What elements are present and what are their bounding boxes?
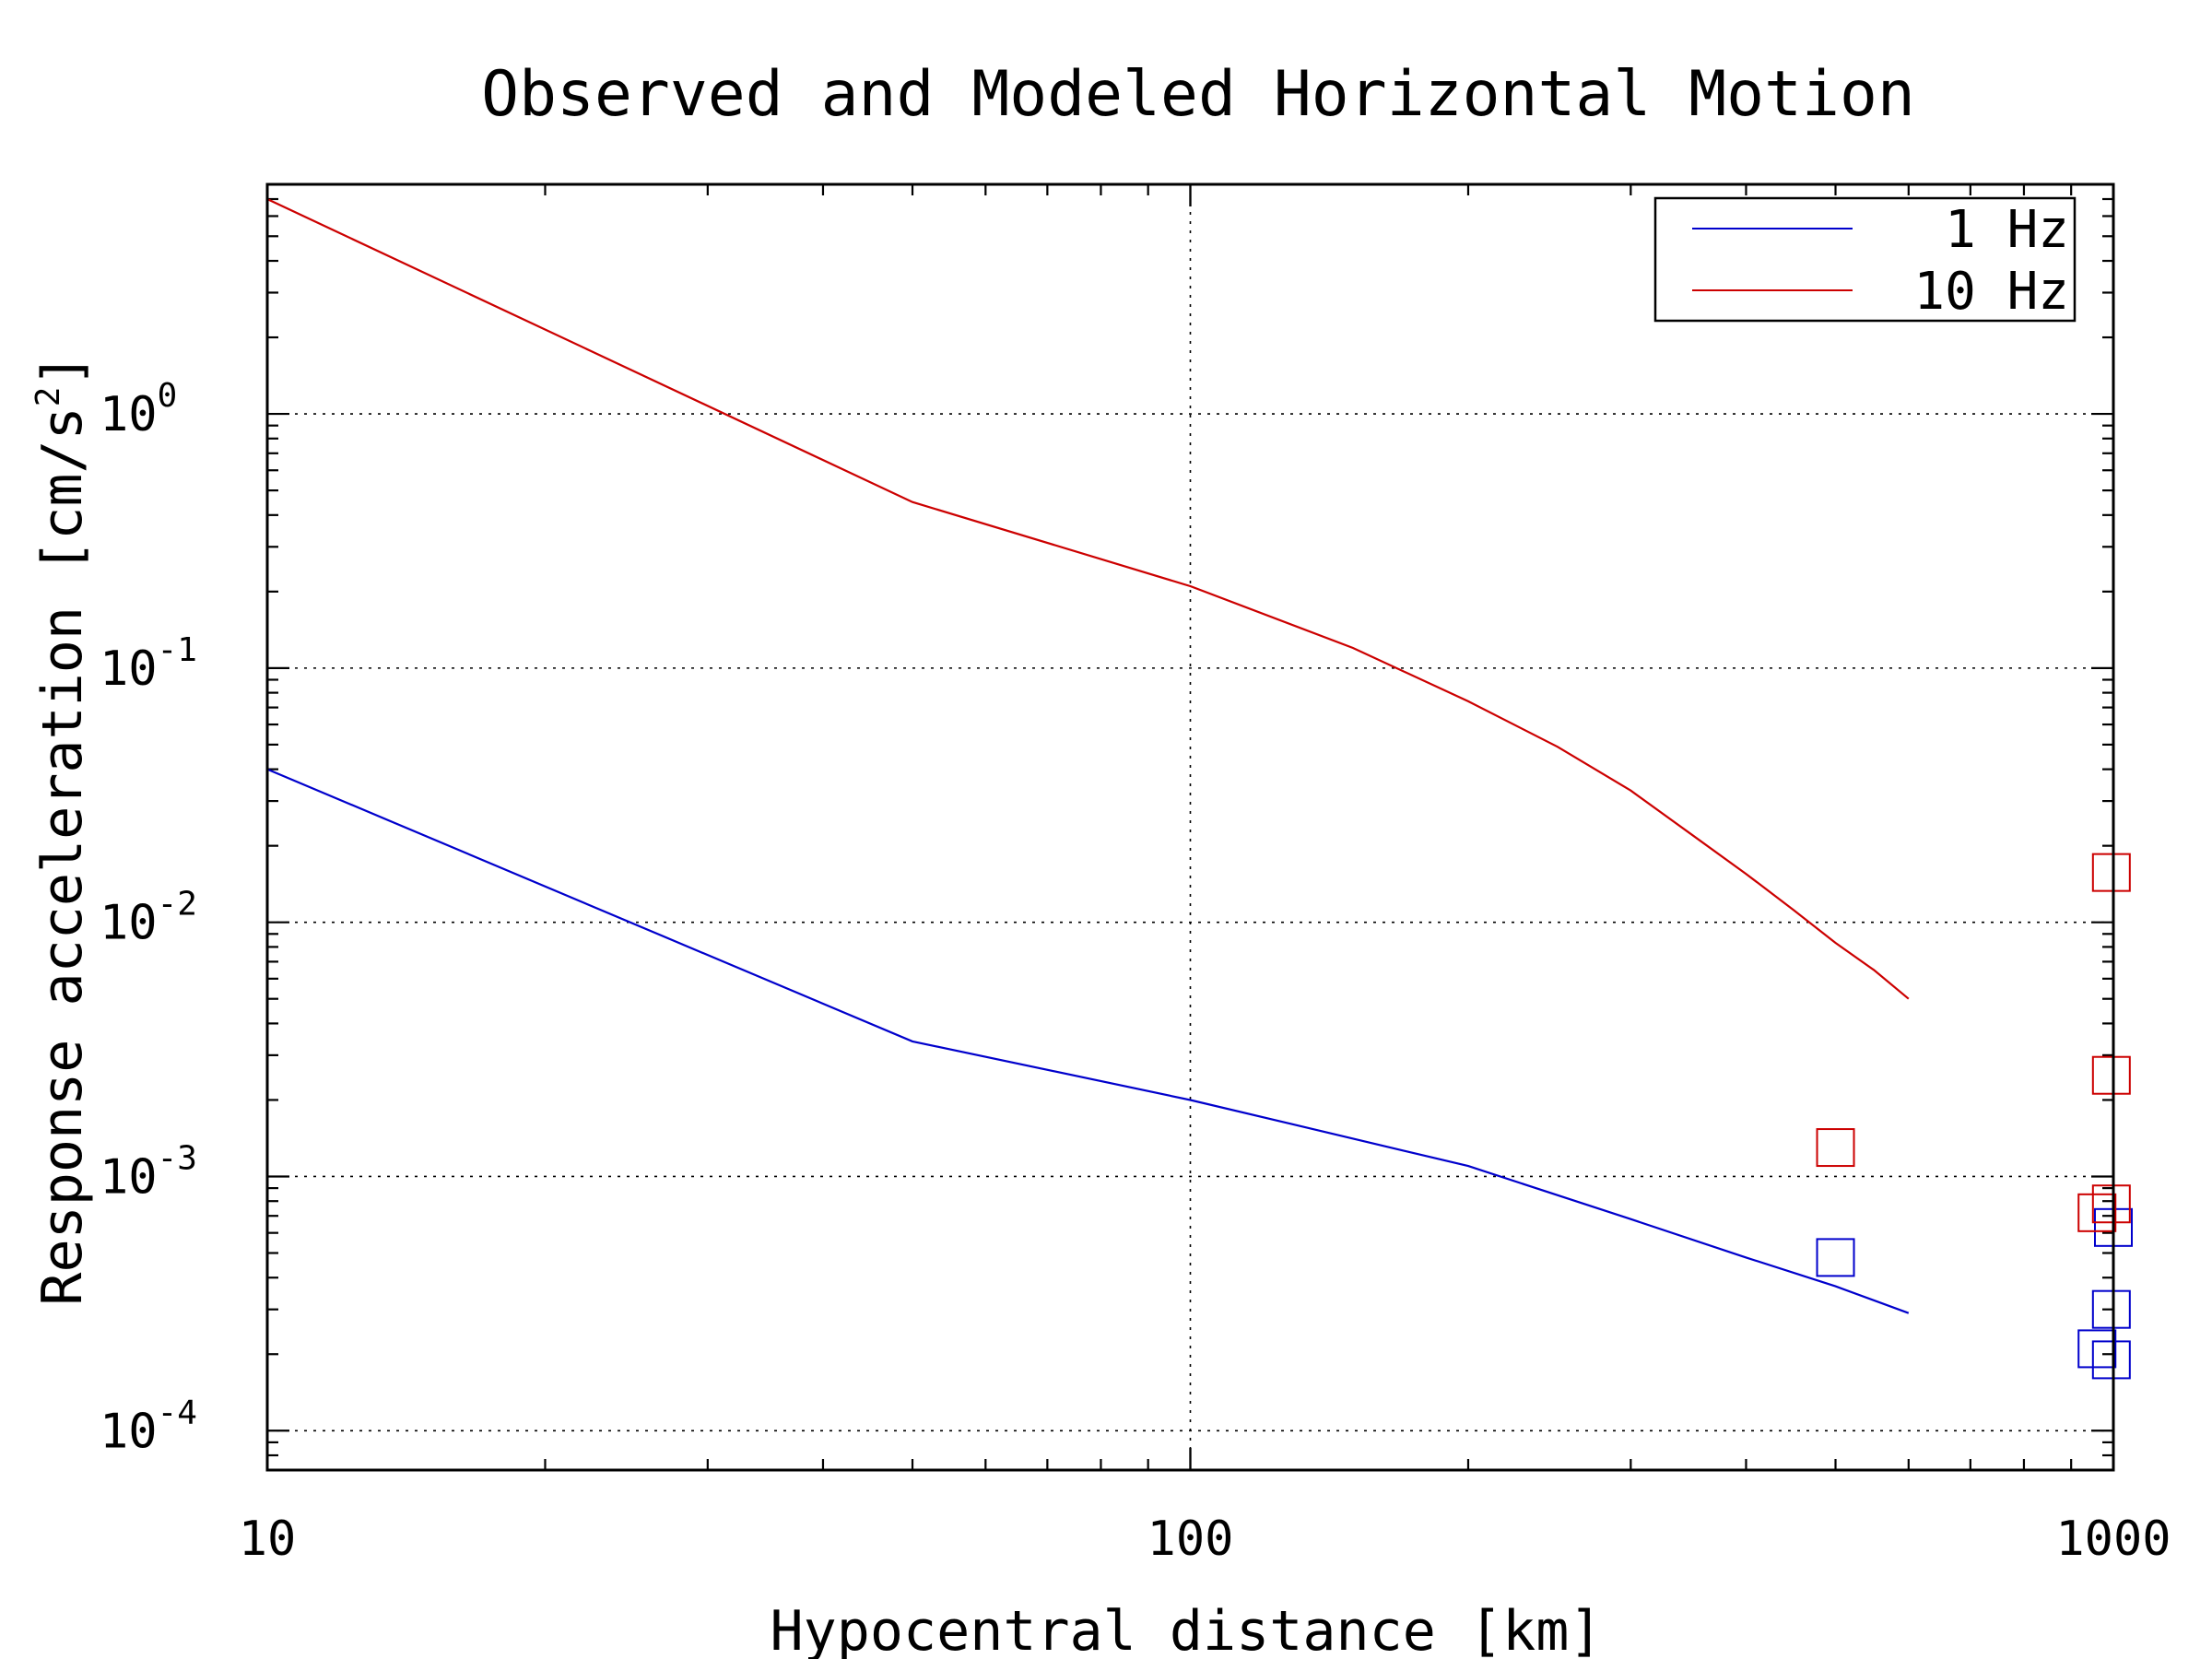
legend-label-10hz: 10 Hz [1913,262,2069,322]
grid [267,184,2113,1470]
data-point-10-hz-observed [2091,1055,2131,1095]
y-axis-label: Response acceleration [cm/s2] [29,353,95,1305]
data-point-1-hz-observed [2091,1289,2131,1329]
tick-labels: 10 100 1000 10-4 10-3 10-2 10-1 100 [100,377,2171,1567]
legend-label-1hz: 1 Hz [1945,200,2069,260]
data-point-1-hz-observed [2077,1329,2117,1369]
y-tick-label: 10-4 [100,1394,197,1459]
data-point-10-hz-observed [1816,1128,1855,1168]
data-point-1-hz-observed [2091,1340,2131,1380]
chart-title: Observed and Modeled Horizontal Motion [481,58,1915,131]
data-point-10-hz-observed [2091,1184,2131,1224]
y-tick-label: 10-2 [100,886,197,951]
x-tick-label: 1000 [2055,1512,2171,1567]
x-tick-label: 10 [239,1512,297,1567]
y-axis-label-main: Response acceleration [cm/s [30,406,95,1305]
series-layer [266,198,1910,1314]
axis-ticks [265,182,2115,1472]
series-line-10-hz [266,198,1910,1000]
x-tick-label: 100 [1147,1512,1234,1567]
y-axis-label-close: ] [30,353,95,386]
y-tick-label: 10-1 [100,631,197,697]
y-axis-label-exponent: 2 [29,387,67,407]
y-tick-label: 100 [100,377,177,442]
legend: 1 Hz 10 Hz [1653,196,2077,323]
plot-frame [265,182,2115,1472]
legend-box [1653,196,2077,323]
observed-markers [1816,853,2133,1380]
data-point-10-hz-observed [2077,1193,2117,1232]
series-line-1-hz [266,768,1910,1314]
data-point-10-hz-observed [2091,853,2131,892]
data-point-1-hz-observed [1816,1238,1855,1277]
x-axis-label: Hypocentral distance [km] [770,1599,1602,1659]
y-tick-label: 10-3 [100,1139,197,1205]
